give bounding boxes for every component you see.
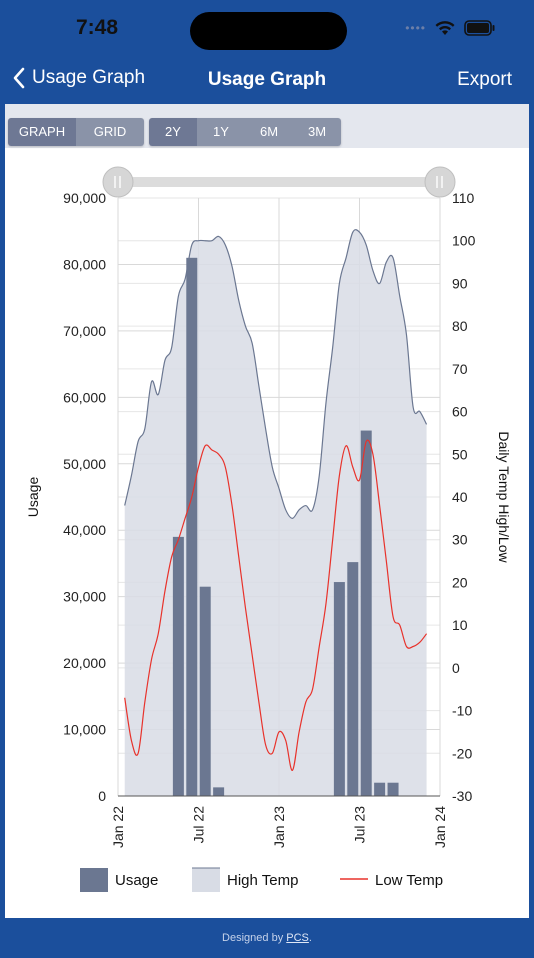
y-tick-label: 30,000	[63, 589, 106, 605]
y2-tick-label: 110	[452, 190, 475, 206]
y-tick-label: 0	[98, 788, 106, 804]
legend-swatch-usage	[80, 868, 108, 892]
view-toggle: GRAPH GRID	[8, 118, 144, 146]
back-button-label: Usage Graph	[32, 67, 146, 88]
status-bar: 7:48 ••••	[0, 0, 534, 60]
y2-axis-title: Daily Temp High/Low	[496, 431, 512, 563]
status-icons: ••••	[405, 20, 496, 36]
dynamic-island	[190, 12, 347, 50]
range-6m-button[interactable]: 6M	[245, 118, 293, 146]
y2-tick-label: -10	[452, 703, 472, 719]
usage-bar	[186, 257, 198, 796]
y2-tick-label: -20	[452, 745, 472, 761]
y2-tick-label: 60	[452, 404, 468, 420]
usage-bar	[360, 430, 372, 796]
y-tick-label: 40,000	[63, 522, 106, 538]
range-3m-button[interactable]: 3M	[293, 118, 341, 146]
high-temp-line	[124, 229, 428, 519]
usage-chart: 0 10,000 20,000 30,000 40,000 50,000 60,000 70,…	[25, 166, 512, 892]
chart-legend: Usage High Temp Low Temp	[80, 867, 443, 892]
usage-bar	[374, 782, 386, 796]
footer-prefix: Designed by	[222, 932, 287, 944]
y-tick-label: 80,000	[63, 256, 106, 272]
legend-label: Low Temp	[375, 872, 443, 889]
usage-bar	[333, 582, 345, 796]
footer: Designed by PCS.	[0, 918, 534, 950]
usage-bar	[387, 782, 399, 796]
y-tick-label: 50,000	[63, 456, 106, 472]
low-temp-line	[124, 439, 428, 771]
x-tick-label: Jan 24	[432, 806, 448, 848]
legend-label: Usage	[115, 872, 158, 889]
view-graph-button[interactable]: GRAPH	[8, 118, 76, 146]
y-tick-label: 60,000	[63, 389, 106, 405]
y2-tick-label: -30	[452, 788, 472, 804]
y-tick-label: 20,000	[63, 655, 106, 671]
y2-tick-label: 70	[452, 361, 468, 377]
usage-bar	[199, 586, 211, 796]
range-1y-button[interactable]: 1Y	[197, 118, 245, 146]
chart-axes: 0 10,000 20,000 30,000 40,000 50,000 60,000 70,…	[25, 190, 512, 848]
nav-bar: Usage Graph Usage Graph Export	[0, 60, 534, 104]
legend-label: High Temp	[227, 872, 298, 889]
status-time: 7:48	[76, 16, 119, 39]
y2-tick-label: 0	[452, 660, 460, 676]
x-tick-label: Jul 22	[191, 806, 207, 844]
y2-tick-label: 30	[452, 532, 468, 548]
range-slider-right-handle[interactable]	[424, 166, 456, 198]
range-2y-button[interactable]: 2Y	[149, 118, 197, 146]
range-slider-track[interactable]	[117, 177, 439, 187]
y-tick-label: 10,000	[63, 722, 106, 738]
high-temp-area	[124, 229, 427, 796]
usage-bar	[172, 536, 184, 796]
back-button[interactable]: Usage Graph	[12, 67, 145, 89]
y-tick-label: 90,000	[63, 190, 106, 206]
battery-icon	[464, 20, 495, 36]
low-temp-series	[124, 439, 428, 771]
view-grid-button[interactable]: GRID	[76, 118, 144, 146]
range-toggle: 2Y 1Y 6M 3M	[149, 118, 341, 146]
x-tick-label: Jan 23	[271, 806, 287, 848]
legend-swatch-high-temp	[192, 868, 220, 892]
footer-suffix: .	[308, 932, 312, 944]
range-slider-left-handle[interactable]	[102, 166, 134, 198]
usage-series	[172, 257, 399, 796]
y2-tick-label: 50	[452, 446, 468, 462]
footer-pcs-link[interactable]: PCS	[286, 932, 309, 944]
y2-tick-label: 20	[452, 574, 468, 590]
y2-tick-label: 90	[452, 275, 468, 291]
y-axis-title: Usage	[25, 477, 41, 518]
y2-tick-label: 100	[452, 233, 476, 249]
high-temp-series	[124, 229, 428, 796]
wifi-icon	[435, 21, 455, 35]
x-tick-label: Jan 22	[110, 806, 126, 848]
y-tick-label: 70,000	[63, 323, 106, 339]
page-title: Usage Graph	[207, 69, 327, 90]
graph-toolbar: GRAPH GRID 2Y 1Y 6M 3M	[5, 104, 529, 148]
cellular-signal-icon: ••••	[405, 21, 426, 35]
range-slider	[102, 166, 456, 198]
usage-bar	[213, 787, 225, 796]
export-button[interactable]: Export	[457, 69, 512, 90]
usage-bar	[347, 562, 359, 796]
y2-tick-label: 80	[452, 318, 468, 334]
x-tick-label: Jul 23	[352, 806, 368, 844]
y2-tick-label: 40	[452, 489, 468, 505]
chevron-left-icon	[13, 67, 25, 89]
y2-tick-label: 10	[452, 617, 468, 633]
